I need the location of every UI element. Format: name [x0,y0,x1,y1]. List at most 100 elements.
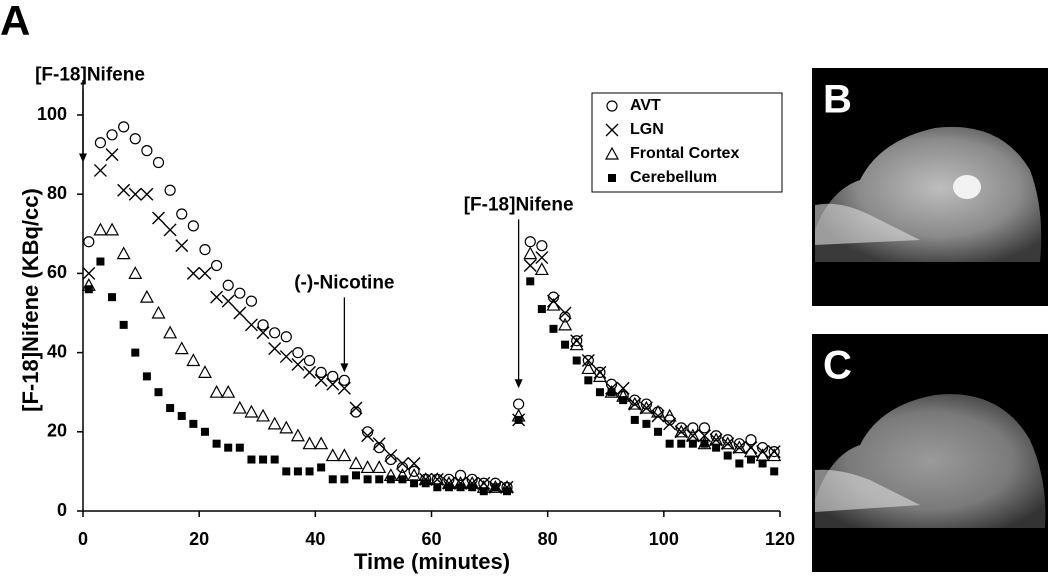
marker-square [572,356,581,365]
marker-triangle [732,440,747,454]
marker-square [270,455,279,464]
marker-triangle [279,420,294,434]
marker-square [503,487,512,496]
marker-x [546,294,560,308]
marker-circle [768,446,780,458]
marker-square [630,415,639,424]
marker-triangle [163,325,178,339]
x-tick-label: 0 [78,529,88,549]
marker-circle [141,145,153,157]
marker-circle [118,121,130,133]
marker-triangle [569,337,584,351]
marker-x [651,409,665,423]
marker-square [293,467,302,476]
marker-x [93,163,107,177]
marker-square [746,455,755,464]
panel-label: A [0,0,30,44]
marker-circle [303,354,316,367]
marker-circle [315,366,327,378]
marker-square [735,459,744,468]
marker-triangle [662,408,677,422]
legend-box [591,92,783,193]
marker-circle [582,354,594,367]
marker-square [351,471,360,480]
marker-x [535,251,549,265]
marker-triangle [314,436,329,450]
marker-circle [710,430,722,442]
marker-x [744,441,758,455]
marker-square [456,483,465,492]
marker-square [537,305,546,314]
marker-x [523,258,537,272]
marker-triangle [128,266,143,279]
marker-x [767,445,781,459]
marker-triangle [116,246,131,260]
series [81,222,782,493]
arrow-head [340,363,349,373]
marker-square [235,443,244,452]
marker-circle [629,394,641,406]
marker-triangle [232,400,247,414]
marker-triangle [221,384,236,398]
marker-triangle [93,222,108,236]
marker-square [189,419,198,428]
marker-triangle [674,424,689,438]
marker-circle [292,347,304,359]
marker-x [570,334,584,348]
marker-x [326,377,340,391]
marker-square [607,388,616,397]
marker-x [756,445,770,459]
marker-circle [362,426,374,438]
marker-x [152,211,166,225]
marker-triangle [651,404,666,418]
marker-triangle [209,384,224,398]
marker-square [770,467,779,476]
image-c [812,334,1048,572]
legend-label: LGN [630,121,664,138]
marker-circle [106,129,118,141]
marker-square [200,427,209,436]
marker-x [628,397,642,411]
x-tick-label: 60 [421,529,441,549]
marker-square [398,475,407,484]
y-tick-label: 60 [47,262,67,282]
marker-square [688,439,697,448]
marker-square [758,459,767,468]
marker-circle [547,291,560,303]
marker-square [131,348,140,357]
marker-circle [396,461,409,474]
marker-square [491,483,500,492]
marker-square [108,293,117,302]
marker-circle [571,335,583,347]
y-axis-title: [F-18]Nifene (KBq/cc) [18,188,43,412]
marker-circle [187,220,199,232]
marker-x [140,187,154,201]
marker-square [468,483,477,492]
y-tick-label: 20 [47,421,67,441]
marker-x [163,223,177,237]
marker-square [410,479,419,488]
legend-label: AVT [630,97,661,114]
arrow-head [79,153,87,163]
marker-triangle [558,317,573,331]
marker-square [375,475,384,484]
marker-triangle [244,404,259,418]
marker-square [444,483,453,492]
marker-square [177,411,186,420]
marker-x [721,437,735,451]
legend-label: Frontal Cortex [630,145,739,162]
marker-x [581,354,595,368]
marker-triangle [534,262,549,276]
marker-square [584,376,593,385]
marker-circle [210,259,223,272]
marker-x [361,429,375,443]
marker-circle [94,137,107,149]
marker-triangle [197,365,212,378]
marker-x [349,401,363,415]
marker-triangle [325,448,340,462]
marker-square [96,257,105,266]
marker-square [247,455,256,464]
marker-square [142,372,151,381]
marker-x [558,306,572,320]
image-b [812,68,1048,306]
